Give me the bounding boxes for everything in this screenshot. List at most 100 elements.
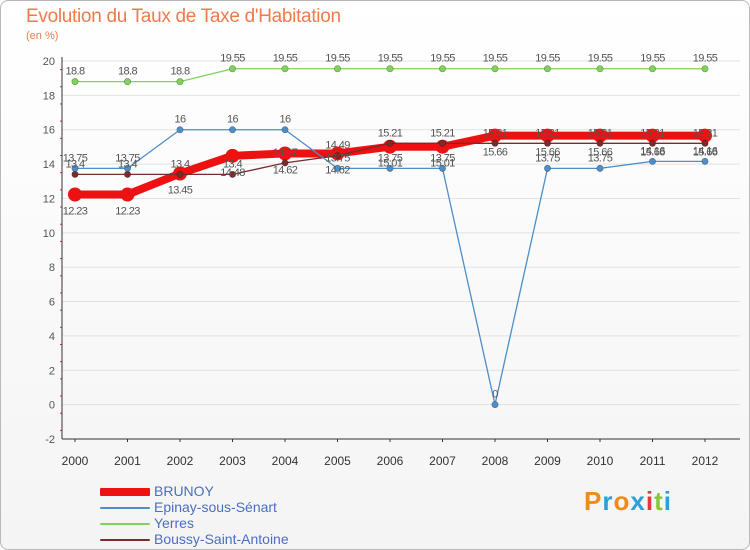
x-tick-label: 2005 xyxy=(324,454,351,468)
legend-label: Boussy-Saint-Antoine xyxy=(154,531,289,547)
x-tick-label: 2009 xyxy=(534,454,561,468)
data-point xyxy=(488,128,502,143)
data-point xyxy=(386,139,394,147)
y-tick-label: 12 xyxy=(43,193,55,205)
data-label: 19.55 xyxy=(273,53,298,65)
data-label: 19.55 xyxy=(693,53,718,65)
logo-letter: t xyxy=(654,486,664,516)
x-tick-label: 2012 xyxy=(692,454,719,468)
logo-letter: P xyxy=(584,486,603,516)
data-label: 15.66 xyxy=(693,147,718,159)
data-point xyxy=(648,65,656,73)
data-label: 14.62 xyxy=(325,164,350,176)
data-label: 18.8 xyxy=(118,66,137,78)
x-tick-label: 2000 xyxy=(62,454,89,468)
data-point xyxy=(438,139,446,147)
data-point xyxy=(596,65,604,73)
x-tick-label: 2004 xyxy=(272,454,299,468)
data-label: 12.23 xyxy=(63,206,88,218)
data-point xyxy=(540,128,555,143)
data-point xyxy=(71,164,79,172)
data-label: 19.55 xyxy=(378,53,403,65)
x-tick-label: 2011 xyxy=(640,454,666,468)
data-label: 13.4 xyxy=(223,158,242,170)
x-tick-label: 2003 xyxy=(219,454,246,468)
data-point xyxy=(645,128,660,143)
data-label: 16 xyxy=(279,114,291,126)
data-label: 15.21 xyxy=(378,127,403,139)
logo-letter: o xyxy=(613,486,631,516)
data-label: 14.16 xyxy=(693,145,718,157)
data-point xyxy=(386,164,394,172)
y-tick-label: 20 xyxy=(43,56,55,68)
data-point xyxy=(701,139,709,147)
data-point xyxy=(491,65,499,73)
data-label: 19.55 xyxy=(535,53,560,65)
data-point xyxy=(124,164,132,172)
data-label: 19.55 xyxy=(325,53,350,65)
proxiti-logo: Proxiti xyxy=(584,486,672,517)
legend-swatch xyxy=(100,539,150,541)
data-label: 13.75 xyxy=(430,152,455,164)
legend-swatch xyxy=(100,507,150,509)
data-label: 0 xyxy=(492,389,498,401)
data-point xyxy=(333,65,341,73)
data-label: 18.8 xyxy=(65,66,84,78)
data-point xyxy=(698,128,712,143)
data-label: 14.49 xyxy=(325,140,350,152)
logo-letter: x xyxy=(630,486,646,516)
data-point xyxy=(229,126,237,134)
data-point xyxy=(386,65,394,73)
data-label: 12.23 xyxy=(115,206,140,218)
logo-letter: i xyxy=(645,486,655,516)
y-tick-label: 18 xyxy=(43,90,55,102)
data-point xyxy=(229,65,237,73)
data-point xyxy=(648,139,656,147)
data-point xyxy=(701,65,709,73)
data-label: 15.66 xyxy=(483,147,508,159)
data-point xyxy=(281,65,289,73)
data-point xyxy=(68,187,82,202)
data-point xyxy=(438,164,446,172)
data-label: 16 xyxy=(227,114,239,126)
x-tick-label: 2010 xyxy=(587,454,614,468)
data-label: 13.75 xyxy=(378,152,403,164)
legend-label: BRUNOY xyxy=(154,483,214,499)
data-point xyxy=(71,78,79,86)
y-tick-label: 4 xyxy=(49,331,55,343)
x-tick-label: 2006 xyxy=(377,454,404,468)
data-point xyxy=(543,139,551,147)
data-point xyxy=(225,148,240,163)
data-point xyxy=(229,170,237,178)
x-tick-label: 2008 xyxy=(482,454,509,468)
logo-letter: r xyxy=(602,486,614,516)
data-point xyxy=(333,164,341,172)
data-label: 15.01 xyxy=(430,158,455,170)
data-label: 13.4 xyxy=(170,158,189,170)
data-label: 14.07 xyxy=(273,147,298,159)
data-point xyxy=(543,65,551,73)
y-tick-label: 6 xyxy=(49,297,55,309)
data-point xyxy=(281,126,289,134)
y-tick-label: 16 xyxy=(43,125,55,137)
data-label: 13.75 xyxy=(115,152,140,164)
data-point xyxy=(701,157,709,165)
legend-label: Epinay-sous-Sénart xyxy=(154,499,277,515)
chart-title: Evolution du Taux de Taxe d'Habitation xyxy=(26,6,341,27)
x-tick-label: 2007 xyxy=(429,454,456,468)
data-label: 13.4 xyxy=(65,158,84,170)
data-point xyxy=(596,139,604,147)
data-point xyxy=(438,65,446,73)
data-label: 15.01 xyxy=(378,158,403,170)
data-label: 16 xyxy=(174,114,186,126)
data-label: 15.21 xyxy=(693,127,718,139)
logo-letter: i xyxy=(663,486,672,516)
data-label: 15.66 xyxy=(535,147,560,159)
data-point xyxy=(124,78,132,86)
data-label: 14.48 xyxy=(220,167,245,179)
x-tick-label: 2002 xyxy=(167,454,194,468)
data-point xyxy=(120,187,135,202)
data-label: 15.21 xyxy=(535,127,560,139)
data-point xyxy=(543,164,551,172)
